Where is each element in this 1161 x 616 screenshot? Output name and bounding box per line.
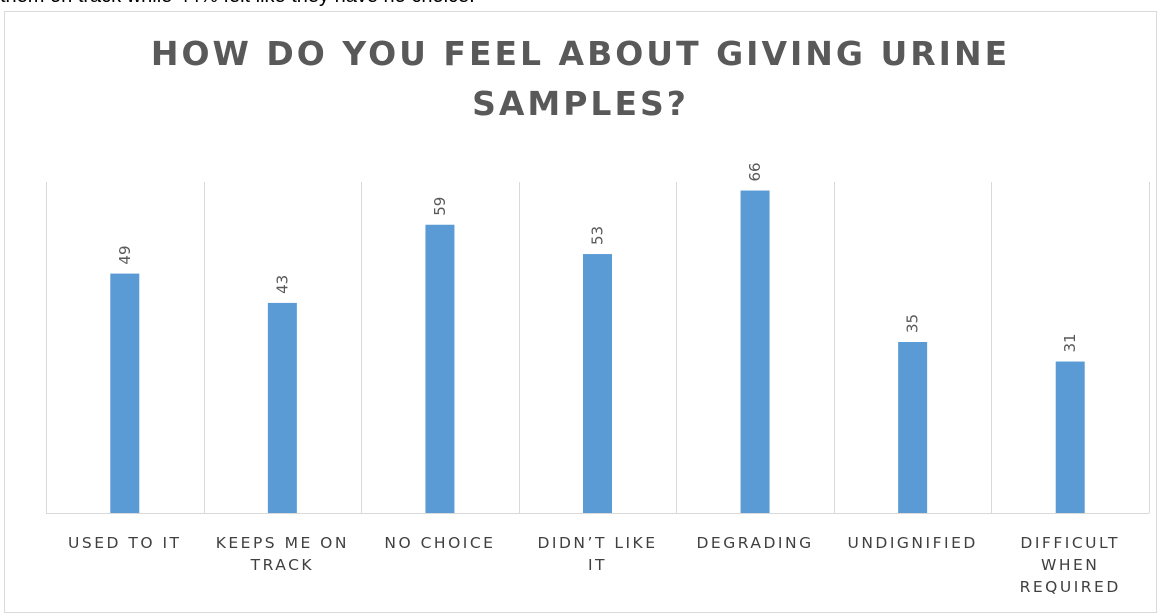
bar xyxy=(267,302,297,513)
category-label: USED TO IT xyxy=(49,532,201,554)
data-label: 59 xyxy=(431,197,449,216)
category-label-line: UNDIGNIFIED xyxy=(847,534,978,552)
category-label: UNDIGNIFIED xyxy=(837,532,989,554)
category-label-line: IT xyxy=(587,556,608,574)
category-label-line: USED TO IT xyxy=(68,534,182,552)
bar xyxy=(1055,361,1085,513)
data-label: 53 xyxy=(589,226,607,245)
category-label-line: REQUIRED xyxy=(1019,578,1121,596)
data-label: 31 xyxy=(1061,333,1079,352)
data-label: 35 xyxy=(904,314,922,333)
category-label-line: DEGRADING xyxy=(696,534,814,552)
chart-frame xyxy=(4,11,1157,613)
bar xyxy=(110,273,140,513)
category-label-line: NO CHOICE xyxy=(384,534,496,552)
category-label-line: WHEN xyxy=(1041,556,1100,574)
category-label: NO CHOICE xyxy=(364,532,516,554)
bar xyxy=(583,254,612,514)
bar xyxy=(425,224,455,513)
category-label: DEGRADING xyxy=(679,532,831,554)
category-label-line: DIFFICULT xyxy=(1020,534,1120,552)
document-body-text: them on track while 44% felt like they h… xyxy=(0,0,475,8)
chart-title-line-1: HOW DO YOU FEEL ABOUT GIVING URINE xyxy=(150,34,1011,73)
data-label: 43 xyxy=(273,275,291,294)
data-label: 66 xyxy=(746,162,764,181)
category-label: KEEPS ME ON TRACK xyxy=(206,532,358,576)
category-label-line: KEEPS ME ON xyxy=(215,534,349,552)
category-label: DIFFICULT WHEN REQUIRED xyxy=(994,532,1146,598)
category-label-line: TRACK xyxy=(250,556,315,574)
chart-title-line-2: SAMPLES? xyxy=(472,84,689,123)
category-label: DIDN’T LIKE IT xyxy=(522,532,674,576)
category-label-line: DIDN’T LIKE xyxy=(537,534,658,552)
bar xyxy=(898,342,928,513)
data-label: 49 xyxy=(116,246,134,265)
chart-title: HOW DO YOU FEEL ABOUT GIVING URINE SAMPL… xyxy=(0,29,1161,129)
bar xyxy=(740,190,770,514)
